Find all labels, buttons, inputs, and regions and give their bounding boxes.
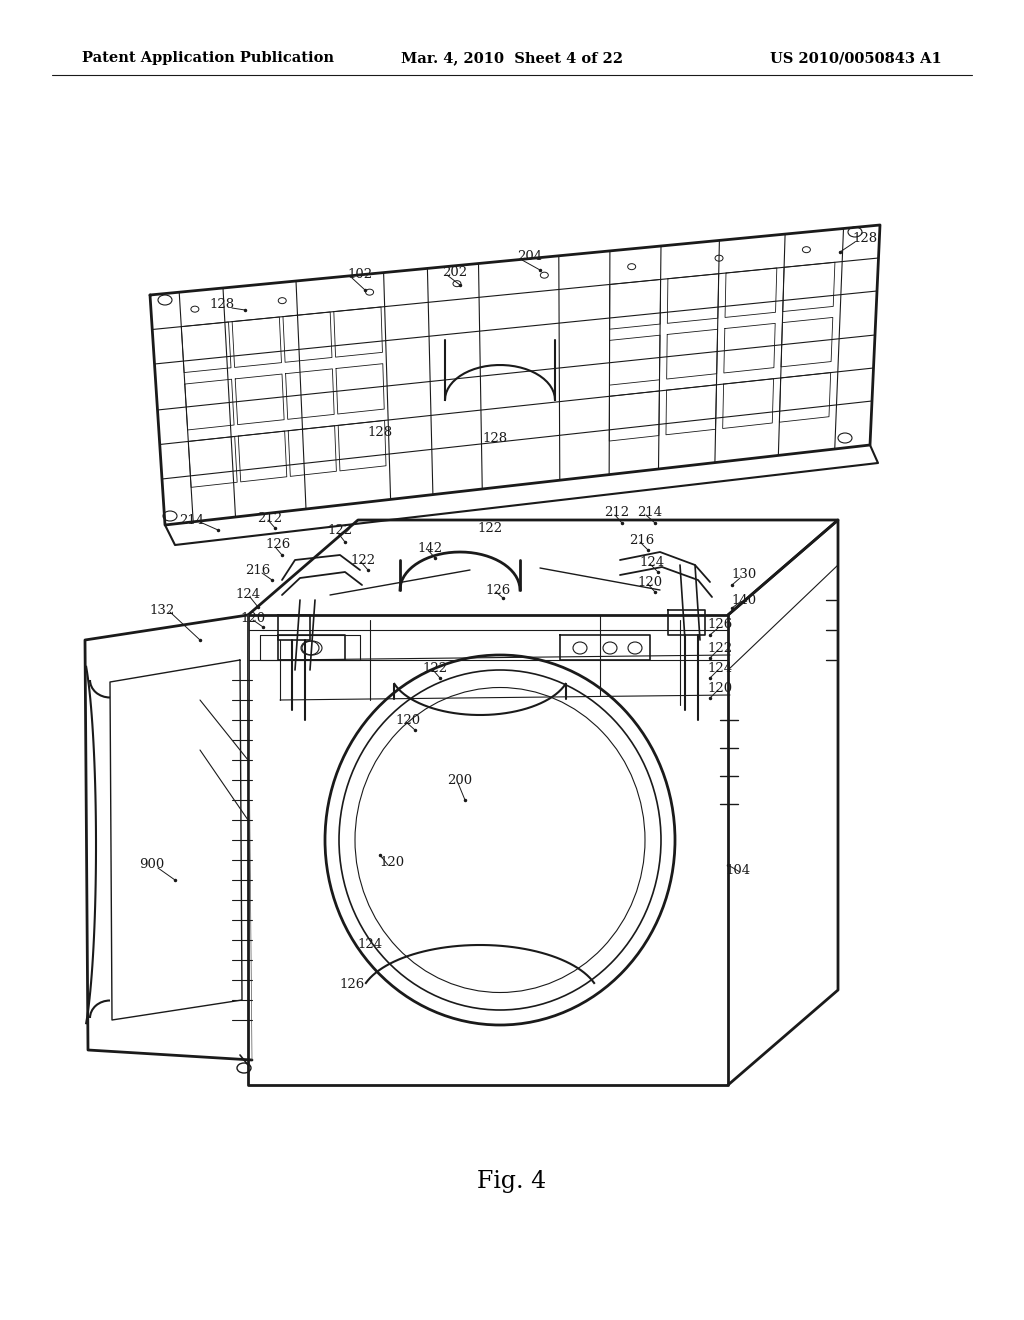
- Text: 122: 122: [708, 642, 732, 655]
- Text: 202: 202: [442, 265, 468, 279]
- Text: 216: 216: [246, 564, 270, 577]
- Text: 216: 216: [630, 533, 654, 546]
- Text: 102: 102: [347, 268, 373, 281]
- Text: 132: 132: [150, 603, 175, 616]
- Text: 214: 214: [637, 507, 663, 520]
- Text: 126: 126: [485, 583, 511, 597]
- Text: 214: 214: [179, 513, 205, 527]
- Text: Fig. 4: Fig. 4: [477, 1170, 547, 1193]
- Text: 126: 126: [708, 619, 732, 631]
- Text: Patent Application Publication: Patent Application Publication: [82, 51, 334, 65]
- Text: 124: 124: [639, 556, 665, 569]
- Text: 130: 130: [731, 569, 757, 582]
- Text: 124: 124: [708, 661, 732, 675]
- Text: 900: 900: [139, 858, 165, 871]
- Text: 122: 122: [328, 524, 352, 536]
- Text: 140: 140: [731, 594, 757, 606]
- Text: 126: 126: [339, 978, 365, 991]
- Text: 204: 204: [517, 251, 543, 264]
- Text: 124: 124: [236, 589, 260, 602]
- Text: 124: 124: [357, 939, 383, 952]
- Text: 128: 128: [210, 298, 234, 312]
- Text: 128: 128: [852, 231, 878, 244]
- Text: 212: 212: [257, 511, 283, 524]
- Text: US 2010/0050843 A1: US 2010/0050843 A1: [770, 51, 942, 65]
- Text: 120: 120: [395, 714, 421, 726]
- Text: 120: 120: [637, 576, 663, 589]
- Text: 212: 212: [604, 507, 630, 520]
- Text: 142: 142: [418, 541, 442, 554]
- Text: 104: 104: [725, 863, 751, 876]
- Text: 200: 200: [447, 774, 472, 787]
- Text: 126: 126: [265, 539, 291, 552]
- Text: 122: 122: [423, 661, 447, 675]
- Text: 120: 120: [380, 855, 404, 869]
- Text: 128: 128: [482, 432, 508, 445]
- Text: 120: 120: [241, 611, 265, 624]
- Text: Mar. 4, 2010  Sheet 4 of 22: Mar. 4, 2010 Sheet 4 of 22: [401, 51, 623, 65]
- Text: 120: 120: [708, 681, 732, 694]
- Text: 122: 122: [350, 553, 376, 566]
- Text: 122: 122: [477, 521, 503, 535]
- Text: 128: 128: [368, 425, 392, 438]
